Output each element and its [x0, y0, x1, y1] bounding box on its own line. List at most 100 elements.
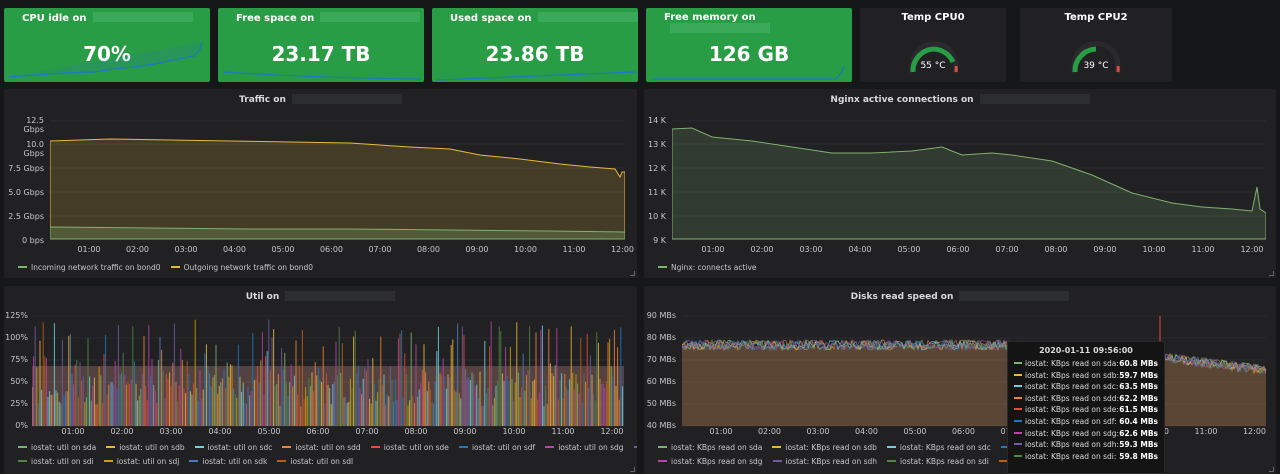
panel-title: Util on	[245, 292, 280, 302]
legend-label: iostat: KBps read on sdc	[899, 443, 991, 452]
tooltip-value: 62.2 MBs	[1119, 393, 1158, 403]
legend-item[interactable]: Incoming network traffic on bond0	[18, 263, 161, 272]
x-tick: 12:00	[600, 427, 624, 436]
legend-swatch	[277, 460, 287, 462]
x-tick: 05:00	[903, 427, 927, 436]
legend-label: Incoming network traffic on bond0	[31, 263, 161, 272]
legend-label: iostat: util on sde	[383, 443, 449, 452]
tooltip-value: 59.8 MBs	[1119, 451, 1158, 461]
resize-handle[interactable]	[630, 271, 635, 276]
stat-title: Free memory on	[664, 12, 756, 23]
legend-swatch	[458, 446, 468, 448]
legend-item[interactable]: iostat: KBps read on sdc	[886, 443, 991, 452]
x-tick: 02:00	[110, 427, 134, 436]
resize-handle[interactable]	[1269, 271, 1274, 276]
panel-traffic[interactable]: Traffic on 12.5 Gbps 10.0 Gbps 7.5 Gbps 5.0…	[4, 89, 637, 278]
legend-item[interactable]: iostat: util on sda	[18, 443, 96, 452]
legend-label: iostat: util on sda	[31, 443, 97, 452]
legend: iostat: util on sda iostat: util on sdb io…	[18, 443, 637, 452]
legend-item[interactable]: iostat: util on sdl	[277, 457, 353, 466]
legend-label: iostat: util on sdk	[202, 457, 268, 466]
legend-label: iostat: util on sdf	[471, 443, 536, 452]
redacted-host	[320, 12, 421, 22]
legend-item[interactable]: iostat: util on sdb	[106, 443, 185, 452]
tooltip-value: 63.5 MBs	[1119, 382, 1158, 392]
legend-swatch	[18, 460, 27, 462]
legend-item[interactable]: iostat: util on sdj	[103, 457, 180, 466]
legend-swatch	[886, 446, 896, 448]
x-tick: 05:00	[897, 245, 921, 254]
resize-handle[interactable]	[630, 467, 635, 472]
legend-item[interactable]: Outgoing network traffic on bond0	[170, 263, 313, 272]
legend-item[interactable]: iostat: util on sdg	[545, 443, 624, 452]
resize-handle[interactable]	[1269, 467, 1274, 472]
gauge-value: 39 °C	[1083, 61, 1109, 71]
hover-tooltip: 2020-01-11 09:56:00 iostat: KBps read on…	[1007, 341, 1165, 474]
legend-swatch	[282, 446, 292, 448]
gauge-cpu0	[909, 40, 959, 73]
legend-item[interactable]: iostat: KBps read on sdb	[772, 443, 877, 452]
legend-label: iostat: KBps read on sdi	[900, 457, 989, 466]
x-tick: 06:00	[306, 427, 330, 436]
stat-temp-cpu2[interactable]: Temp CPU2 39 °C	[1020, 8, 1172, 82]
x-tick: 04:00	[854, 427, 879, 436]
x-tick: 05:00	[257, 427, 281, 436]
nginx-chart	[672, 120, 1266, 240]
stat-free-memory[interactable]: Free memory on 126 GB	[646, 8, 852, 82]
y-tick: 12.5 Gbps	[23, 116, 44, 134]
legend-item[interactable]: iostat: KBps read on sda	[658, 443, 762, 452]
tooltip-row: iostat: KBps read on sdc: 63.5 MBs	[1014, 381, 1158, 393]
legend-item[interactable]: iostat: KBps read on sdh	[772, 457, 877, 466]
stat-temp-cpu0[interactable]: Temp CPU0 55 °C	[860, 8, 1006, 82]
stat-used-space[interactable]: Used space on 23.86 TB	[432, 8, 638, 82]
legend-label: iostat: util on sdj	[116, 457, 180, 466]
legend-item[interactable]: iostat: KBps read on sdi	[887, 457, 989, 466]
legend-label: iostat: KBps read on sda	[671, 443, 763, 452]
tooltip-swatch	[1014, 396, 1022, 399]
x-tick: 05:00	[271, 245, 295, 254]
legend-item[interactable]: iostat: util on sde	[370, 443, 449, 452]
legend-label: iostat: KBps read on sdb	[785, 443, 877, 452]
panel-disks[interactable]: Disks read speed on 90 MBs 80 MBs 70 MBs 60…	[644, 286, 1276, 474]
y-tick: 40 MBs	[646, 421, 676, 430]
legend-item[interactable]: iostat: util on sdc	[194, 443, 272, 452]
tooltip-swatch	[1014, 373, 1022, 376]
legend-item[interactable]: iostat: util on sdh	[633, 443, 637, 452]
stat-value: 23.17 TB	[271, 42, 371, 66]
legend-swatch	[998, 460, 1008, 462]
legend-swatch	[1000, 446, 1010, 448]
x-tick: 09:00	[453, 427, 477, 436]
tooltip-swatch	[1014, 431, 1022, 434]
tooltip-swatch	[1014, 362, 1022, 364]
legend-item[interactable]: iostat: util on sdk	[189, 457, 267, 466]
tooltip-label: iostat: KBps read on sdc:	[1025, 382, 1119, 392]
x-tick: 11:00	[1191, 245, 1215, 254]
panel-nginx[interactable]: Nginx active connections on 14 K 13 K 12 K…	[644, 89, 1276, 278]
legend: Incoming network traffic on bond0 Outgoin…	[18, 263, 323, 272]
y-tick: 11 K	[648, 188, 666, 197]
y-tick: 0 bps	[22, 236, 44, 245]
legend-item[interactable]: Nginx: connects active	[658, 263, 757, 272]
x-tick: 12:00	[1240, 245, 1264, 254]
stat-title: Temp CPU2	[1064, 12, 1128, 23]
x-tick: 03:00	[799, 245, 823, 254]
panel-util[interactable]: Util on 125% 100% 75% 50% 25% 0% 01:00 02:00 03…	[4, 286, 637, 474]
stat-cpu-idle[interactable]: CPU idle on 70%	[4, 8, 210, 82]
x-tick: 03:00	[806, 427, 830, 436]
legend-item[interactable]: iostat: util on sdi	[18, 457, 94, 466]
tooltip-row: iostat: KBps read on sde: 61.5 MBs	[1014, 404, 1158, 416]
sparkline	[222, 71, 422, 80]
stat-free-space[interactable]: Free space on 23.17 TB	[218, 8, 424, 82]
legend-item[interactable]: iostat: KBps read on sdg	[658, 457, 763, 466]
x-tick: 07:00	[355, 427, 379, 436]
legend-item[interactable]: iostat: util on sdd	[282, 443, 361, 452]
panel-title: Disks read speed on	[850, 292, 954, 302]
sparkline	[436, 71, 636, 81]
legend-item[interactable]: iostat: util on sdf	[458, 443, 536, 452]
redacted-host	[670, 23, 770, 33]
x-tick: 09:00	[1093, 245, 1117, 254]
y-tick: 10 K	[648, 212, 666, 221]
gauge-cpu2	[1071, 40, 1121, 73]
x-tick: 04:00	[208, 427, 232, 436]
tooltip-swatch	[1014, 385, 1022, 388]
